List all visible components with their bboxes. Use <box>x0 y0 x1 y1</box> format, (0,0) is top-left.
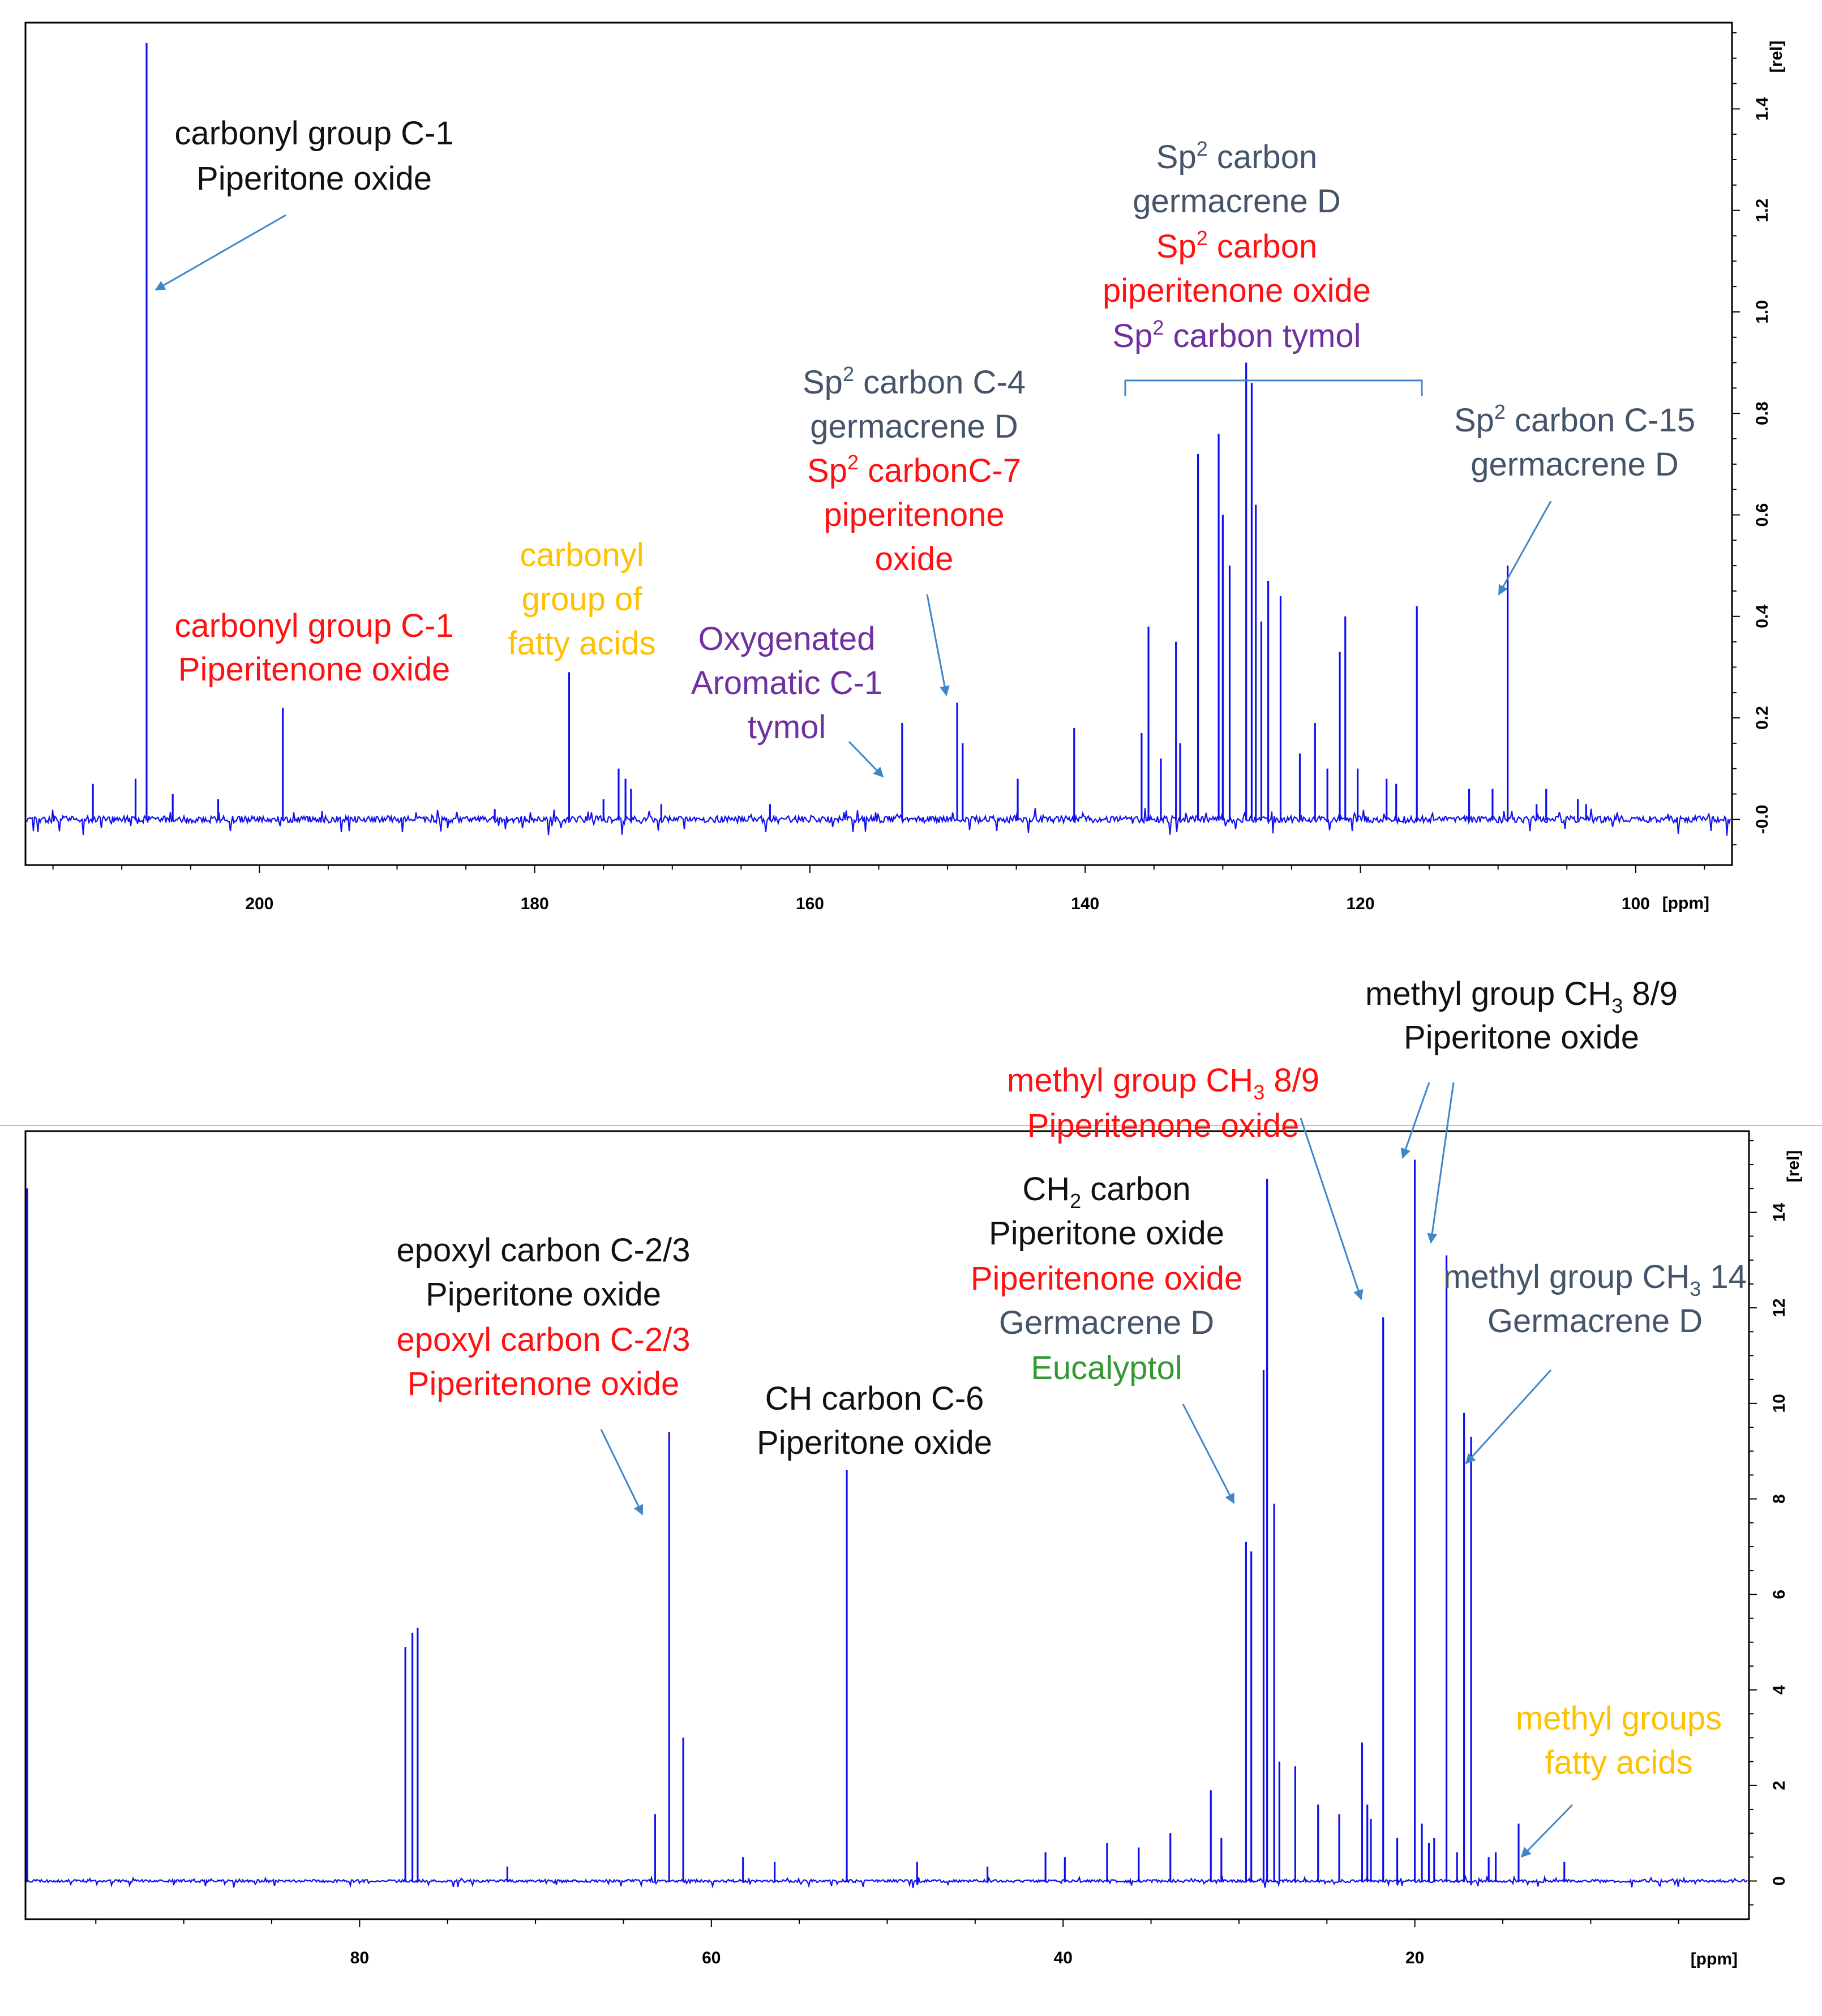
ann-c7-piperitenone-l5: oxide <box>875 541 954 577</box>
top-y-unit: [rel] <box>1767 41 1786 73</box>
ann-epoxyl-piperitenone-l3: epoxyl carbon C-2/3 <box>396 1321 690 1358</box>
ann-methyl-fatty-l1: methyl groups <box>1516 1700 1722 1737</box>
bottom-x-tick-label: 80 <box>350 1949 369 1967</box>
top-spectrum-panel: 200 180 160 140 120 100 -0.0 0.2 0.4 0.6 0.8 1.0 1.… <box>24 22 1786 913</box>
arrow-methyl-piperitone-a <box>1400 1082 1430 1159</box>
ann-c15-germacrene-l1: Sp2 carbon C-15 <box>1454 400 1695 439</box>
ann-ch2-l2: Piperitone oxide <box>989 1215 1224 1252</box>
arrow-ch2 <box>1182 1403 1235 1504</box>
bottom-spectrum-trace <box>26 1874 1748 1889</box>
arrow-methyl-piperitone-b <box>1427 1082 1455 1244</box>
top-y-axis: -0.0 0.2 0.4 0.6 0.8 1.0 1.2 1.4 <box>1732 32 1772 846</box>
top-y-tick-label: 0.6 <box>1753 503 1772 527</box>
ann-ch2-l4: Germacrene D <box>999 1304 1214 1341</box>
bottom-x-axis: 80 60 40 20 <box>95 1919 1679 1967</box>
arrow-methyl-piperitenone <box>1300 1118 1364 1300</box>
bottom-y-tick-label: 10 <box>1770 1394 1789 1413</box>
top-x-tick-label: 180 <box>521 894 549 913</box>
ann-ch2-l5: Eucalyptol <box>1031 1350 1182 1386</box>
arrow-methyl-fatty <box>1520 1804 1574 1858</box>
top-x-tick-label: 200 <box>245 894 273 913</box>
ann-carbonyl-piperitenone-l2: Piperitenone oxide <box>178 651 450 688</box>
top-x-tick-label: 120 <box>1346 894 1374 913</box>
ann-ch-c6-l1: CH carbon C-6 <box>765 1380 984 1417</box>
ann-carbonyl-piperitenone-l1: carbonyl group C-1 <box>174 607 453 644</box>
ann-c15-germacrene-l2: germacrene D <box>1471 446 1678 483</box>
arrow-carbonyl-piperitone <box>155 214 286 291</box>
ann-methyl-germacrene-l2: Germacrene D <box>1487 1303 1703 1339</box>
bottom-y-tick-label: 12 <box>1770 1298 1789 1317</box>
arrow-methyl-germacrene <box>1465 1369 1552 1465</box>
bottom-y-tick-label: 6 <box>1770 1590 1789 1599</box>
top-spectrum-trace <box>25 808 1731 836</box>
ann-epoxyl-piperitenone-l4: Piperitenone oxide <box>408 1366 679 1402</box>
ann-ch2-l1: CH2 carbon <box>1022 1171 1190 1213</box>
top-x-tick-label: 140 <box>1071 894 1099 913</box>
bottom-y-tick-label: 4 <box>1770 1685 1789 1694</box>
arrow-c4-c7 <box>926 594 950 696</box>
bottom-x-unit: [ppm] <box>1691 1950 1738 1968</box>
ann-c4-germacrene-l2: germacrene D <box>810 408 1018 445</box>
arrow-c15 <box>1498 500 1552 596</box>
ann-sp2-piperitenone-l3: Sp2 carbon <box>1156 226 1317 265</box>
ann-methyl-piperitenone-l2: Piperitenone oxide <box>1027 1107 1299 1144</box>
ann-fatty-carbonyl-l1: carbonyl <box>520 537 644 573</box>
ann-methyl-piperitone-l2: Piperitone oxide <box>1404 1019 1639 1056</box>
ann-ch2-l3: Piperitenone oxide <box>971 1260 1242 1297</box>
bottom-x-tick-label: 60 <box>702 1949 721 1967</box>
ann-epoxyl-piperitone-l1: epoxyl carbon C-2/3 <box>396 1232 690 1269</box>
top-x-axis: 200 180 160 140 120 100 <box>52 865 1705 913</box>
ann-methyl-piperitenone-l1: methyl group CH3 8/9 <box>1007 1062 1319 1104</box>
ann-methyl-piperitone-l1: methyl group CH3 8/9 <box>1365 975 1678 1017</box>
ann-methyl-germacrene-l1: methyl group CH3 14 <box>1443 1259 1747 1300</box>
bracket-sp2-region <box>1124 379 1423 396</box>
top-y-tick-label: 1.4 <box>1753 97 1772 121</box>
bottom-y-tick-label: 0 <box>1770 1876 1789 1886</box>
bottom-x-tick-label: 40 <box>1054 1949 1073 1967</box>
bottom-annotations: epoxyl carbon C-2/3 Piperitone oxide epo… <box>396 975 1747 1858</box>
ann-carbonyl-piperitone-l2: Piperitone oxide <box>196 160 432 197</box>
ann-c7-piperitenone-l4: piperitenone <box>824 496 1004 533</box>
ann-oxygenated-aromatic-l1: Oxygenated <box>698 620 876 657</box>
ann-ch-c6-l2: Piperitone oxide <box>757 1424 992 1461</box>
ann-methyl-fatty-l2: fatty acids <box>1545 1744 1692 1781</box>
top-y-tick-label: 0.4 <box>1753 605 1772 628</box>
top-annotations: carbonyl group C-1 Piperitone oxide carb… <box>155 115 1695 778</box>
bottom-y-unit: [rel] <box>1784 1150 1803 1183</box>
top-y-tick-label: 1.0 <box>1753 300 1772 324</box>
top-y-tick-label: 1.2 <box>1753 199 1772 222</box>
ann-c4-germacrene-l1: Sp2 carbon C-4 <box>803 362 1026 401</box>
bottom-y-tick-label: 8 <box>1770 1494 1789 1504</box>
bottom-y-axis: 0 2 4 6 8 10 12 14 <box>1749 1140 1789 1906</box>
ann-sp2-germacrene-l1: Sp2 carbon <box>1156 137 1317 176</box>
ann-sp2-germacrene-l2: germacrene D <box>1133 183 1340 220</box>
bottom-y-tick-label: 14 <box>1770 1202 1789 1222</box>
bottom-plot-frame <box>24 1130 1750 1920</box>
top-x-unit: [ppm] <box>1662 894 1709 913</box>
top-peak-lines <box>92 42 1587 821</box>
top-x-tick-label: 100 <box>1622 894 1650 913</box>
ann-fatty-carbonyl-l2: group of <box>522 581 643 618</box>
top-x-tick-label: 160 <box>796 894 824 913</box>
arrow-tymol <box>848 741 884 778</box>
ann-sp2-piperitenone-l4: piperitenone oxide <box>1103 272 1371 309</box>
top-y-tick-label: 0.8 <box>1753 401 1772 425</box>
ann-c7-piperitenone-l3: Sp2 carbonC-7 <box>807 451 1021 489</box>
ann-sp2-tymol-l5: Sp2 carbon tymol <box>1112 316 1361 354</box>
top-y-tick-label: 0.2 <box>1753 706 1772 730</box>
ann-fatty-carbonyl-l3: fatty acids <box>508 625 655 662</box>
ann-epoxyl-piperitone-l2: Piperitone oxide <box>426 1276 661 1313</box>
top-y-tick-label: -0.0 <box>1753 804 1772 834</box>
arrow-epoxyl <box>600 1429 644 1516</box>
bottom-spectrum-panel: 80 60 40 20 0 2 4 6 8 10 12 14 [ppm] [rel] <box>0 1125 1822 1968</box>
ann-oxygenated-aromatic-l3: tymol <box>748 709 826 746</box>
bottom-y-tick-label: 2 <box>1770 1780 1789 1790</box>
bottom-x-tick-label: 20 <box>1405 1949 1424 1967</box>
ann-oxygenated-aromatic-l2: Aromatic C-1 <box>691 665 882 701</box>
ann-carbonyl-piperitone-l1: carbonyl group C-1 <box>174 115 453 152</box>
bottom-peak-lines <box>26 1159 1566 1882</box>
